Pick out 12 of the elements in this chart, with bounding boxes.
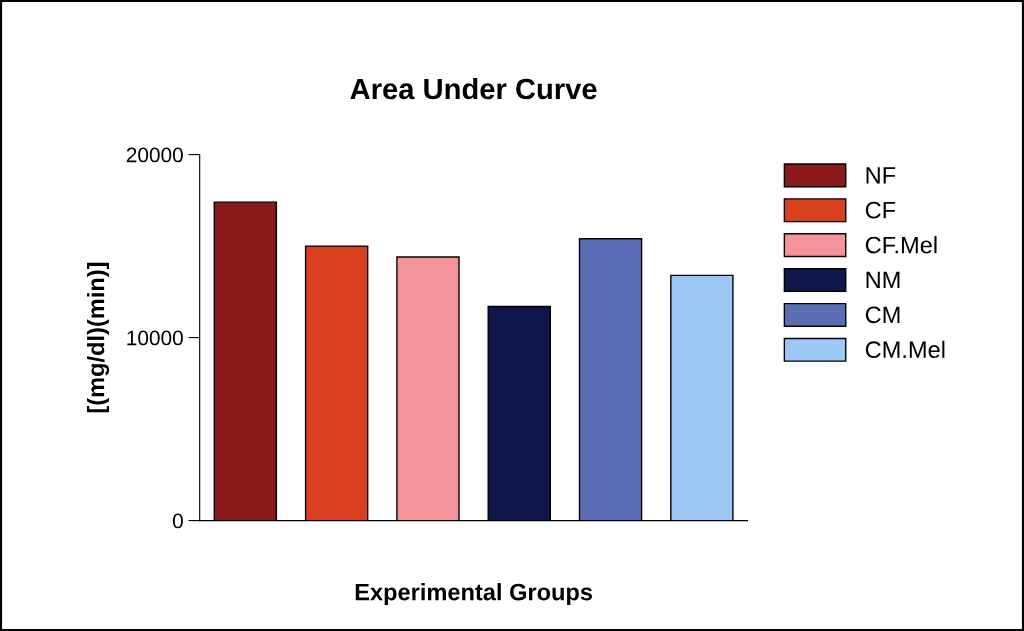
x-axis-title: Experimental Groups bbox=[355, 583, 593, 606]
legend-label: CF.Mel bbox=[865, 236, 937, 254]
y-tick-label: 20000 bbox=[126, 147, 183, 163]
legend-label: CF bbox=[865, 201, 896, 219]
y-tick-label: 0 bbox=[172, 513, 183, 529]
y-tick-label: 10000 bbox=[127, 330, 183, 346]
chart-title: Area Under Curve bbox=[350, 77, 597, 100]
legend-label: NF bbox=[866, 167, 896, 184]
legend-label: CM.Mel bbox=[865, 340, 945, 359]
y-axis-title: [(mg/dl)(min)] bbox=[87, 262, 110, 413]
legend-label: NM bbox=[866, 271, 900, 289]
legend-label: CM bbox=[865, 306, 900, 324]
